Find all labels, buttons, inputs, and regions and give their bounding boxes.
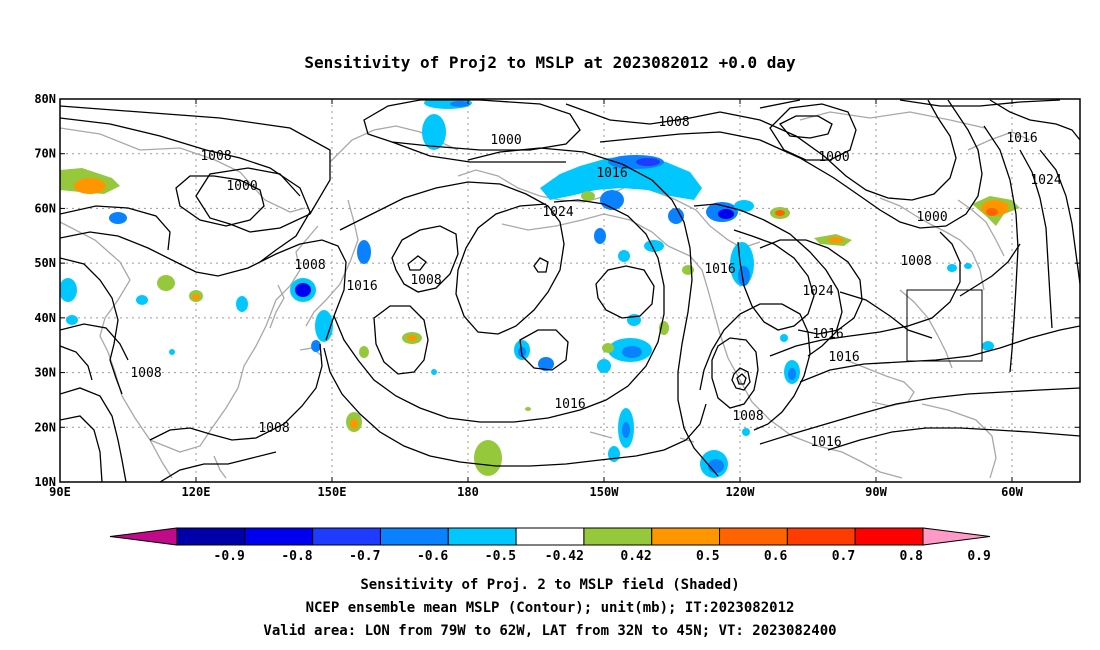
colorbar-label: 0.5 [696,549,719,564]
lat-label: 30N [34,366,56,380]
contour-label: 1016 [810,435,841,450]
colorbar-swatch [312,527,381,546]
contour-label: 1000 [818,150,849,165]
footer-line-2: NCEP ensemble mean MSLP (Contour); unit(… [306,600,795,616]
lat-label: 70N [34,147,56,161]
lon-label: 150W [590,485,620,499]
colorbar-label: -0.9 [214,549,245,564]
colorbar-extension-low [109,527,178,546]
lon-label: 90E [49,485,71,499]
lat-label: 40N [34,311,56,325]
colorbar-swatch [379,527,449,546]
contour-label: 1000 [226,179,257,194]
contour-label: 1024 [542,205,573,220]
colorbar-extension-high [922,527,991,546]
contour-label: 1016 [1006,131,1037,146]
lon-label: 90W [865,485,887,499]
colorbar-label: 0.7 [832,549,855,564]
lon-label: 60W [1001,485,1023,499]
colorbar-swatch [244,527,314,546]
contour-label: 1008 [258,421,289,436]
contour-label: 1016 [704,262,735,277]
contour-label: 1000 [916,210,947,225]
footer-line-3: Valid area: LON from 79W to 62W, LAT fro… [263,623,836,639]
latitude-labels: 80N 70N 60N 50N 40N 30N 20N 10N [34,92,56,489]
lat-label: 80N [34,92,56,106]
contour-labels: 1000 1008 1000 1008 1016 1024 1008 1008 … [130,115,1061,450]
axis-ticks [59,98,1080,483]
valid-area-box [906,289,983,362]
colorbar-label: -0.7 [349,549,380,564]
colorbar-swatch [854,527,924,546]
colorbar-swatch [515,527,585,546]
colorbar-swatch [583,527,653,546]
contour-label: 1016 [812,327,843,342]
lat-label: 60N [34,201,56,215]
colorbar-label: 0.8 [900,549,924,564]
map-plot-area: 1000 1008 1000 1008 1016 1024 1008 1008 … [34,92,1081,499]
contour-label: 1024 [1030,173,1061,188]
lat-label: 20N [34,420,56,434]
lon-label: 150E [318,485,347,499]
lon-label: 120W [726,485,756,499]
colorbar-swatch [651,527,721,546]
lat-label: 10N [34,475,56,489]
contour-label: 1016 [554,397,585,412]
contour-label: 1008 [732,409,763,424]
colorbar-label: -0.8 [281,549,312,564]
colorbar-label: -0.42 [545,549,584,564]
contour-label: 1008 [294,258,325,273]
contour-label: 1000 [490,133,521,148]
colorbar-swatch [176,527,246,546]
longitude-labels: 90E 120E 150E 180 150W 120W 90W 60W [49,485,1023,499]
colorbar-label: -0.5 [485,549,516,564]
mslp-contours [60,99,1080,482]
lon-label: 180 [457,485,479,499]
colorbar-label: 0.9 [967,549,990,564]
contour-label: 1008 [200,149,231,164]
lat-label: 50N [34,256,56,270]
contour-label: 1008 [130,366,161,381]
contour-label: 1016 [828,350,859,365]
figure-title: Sensitivity of Proj2 to MSLP at 20230820… [304,53,796,72]
map-frame [59,98,1081,483]
colorbar: -0.9 -0.8 -0.7 -0.6 -0.5 -0.42 0.42 0.5 0.6 0.7 0.… [109,527,991,564]
colorbar-label: 0.42 [620,549,651,564]
colorbar-label: 0.6 [764,549,788,564]
contour-label: 1008 [410,273,441,288]
colorbar-swatch [447,527,517,546]
colorbar-swatch [719,527,788,546]
contour-label: 1008 [900,254,931,269]
contour-label: 1008 [658,115,689,130]
contour-label: 1016 [346,279,377,294]
footer-line-1: Sensitivity of Proj. 2 to MSLP field (Sh… [360,577,739,593]
colorbar-swatch [786,527,856,546]
colorbar-label: -0.6 [417,549,448,564]
sensitivity-shading [60,99,1020,478]
lon-label: 120E [182,485,211,499]
contour-label: 1024 [802,284,833,299]
contour-label: 1016 [596,166,627,181]
gridlines [60,99,1080,482]
